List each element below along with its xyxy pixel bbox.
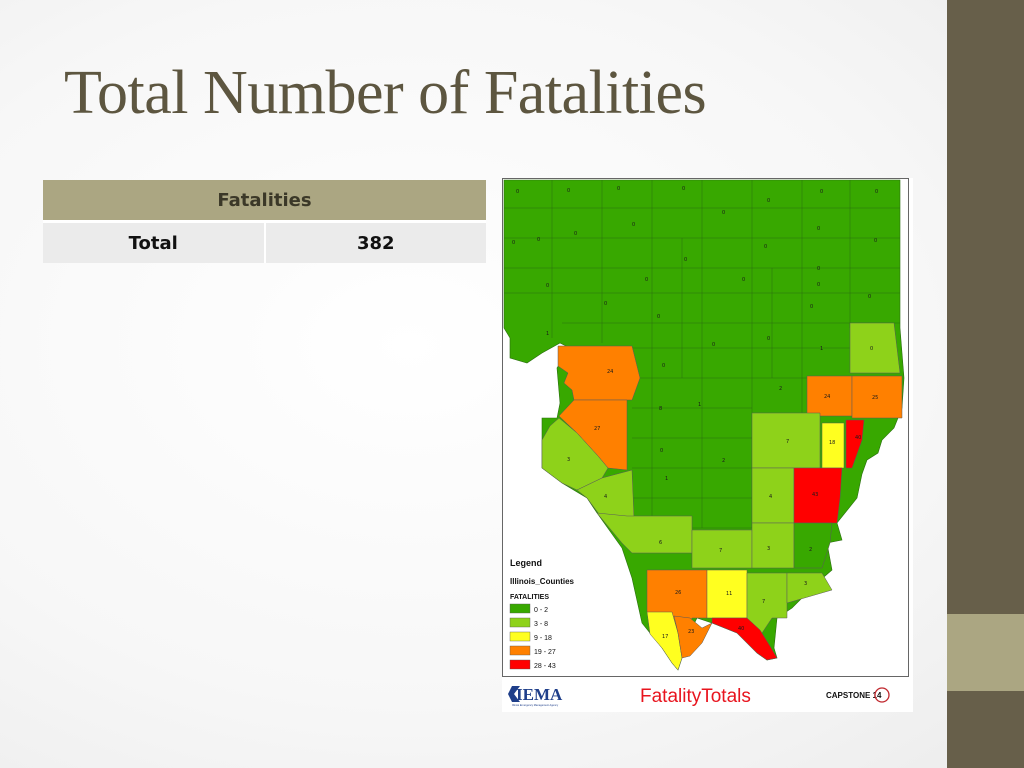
county-label: 0: [712, 342, 715, 348]
iema-logo-subtitle: Illinois Emergency Management Agency: [512, 703, 559, 707]
county-label: 24: [824, 394, 830, 400]
total-value: 382: [264, 221, 486, 263]
map-svg: 0 0 0 0 0 0 0 0 0 0 0 0 0 0 0 0 0 0 0 0 …: [502, 178, 913, 712]
county-label: 1: [698, 402, 701, 408]
county-label: 0: [567, 188, 570, 194]
county-label: 1: [546, 331, 549, 337]
county-label: 11: [726, 591, 732, 597]
county-label: 0: [767, 336, 770, 342]
county-label: 43: [812, 492, 818, 498]
county-label: 0: [682, 186, 685, 192]
county-label: 0: [817, 226, 820, 232]
county-label: 0: [546, 283, 549, 289]
county-label: 3: [767, 546, 770, 552]
fatality-map: 0 0 0 0 0 0 0 0 0 0 0 0 0 0 0 0 0 0 0 0 …: [502, 178, 913, 712]
county-label: 25: [872, 395, 878, 401]
county-label: 0: [512, 240, 515, 246]
county-label: 0: [662, 363, 665, 369]
county-label: 0: [657, 314, 660, 320]
total-label: Total: [43, 221, 266, 263]
legend-swatch: [509, 617, 531, 628]
county-label: 0: [810, 304, 813, 310]
county-label: 0: [767, 198, 770, 204]
map-legend: Legend Illinois_Counties FATALITIES 0 - …: [509, 558, 575, 670]
county-label: 0: [868, 294, 871, 300]
legend-swatch: [509, 659, 531, 670]
county-label: 0: [870, 346, 873, 352]
county-label: 18: [829, 440, 835, 446]
table-row: Total 382: [43, 221, 486, 263]
county-label: 23: [688, 629, 694, 635]
county-label: 0: [820, 189, 823, 195]
county-label: 4: [769, 494, 772, 500]
county-label: 27: [594, 426, 600, 432]
county-label: 2: [809, 547, 812, 553]
county-label: 0: [516, 189, 519, 195]
county-label: 40: [738, 626, 744, 632]
side-bar-accent: [947, 614, 1024, 691]
county-label: 0: [817, 266, 820, 272]
county-label: 0: [764, 244, 767, 250]
county-label: 0: [574, 231, 577, 237]
county-label: 3: [804, 581, 807, 587]
legend-label: 3 - 8: [534, 621, 548, 628]
county-label: 0: [604, 301, 607, 307]
fatality-totals-heading: FatalityTotals: [640, 686, 751, 707]
legend-label: 9 - 18: [534, 635, 552, 642]
county-label: 0: [645, 277, 648, 283]
capstone-seal-icon: [874, 687, 890, 703]
map-footer: IEMA Illinois Emergency Management Agenc…: [502, 678, 913, 712]
county-label: 0: [617, 186, 620, 192]
iema-logo: IEMA Illinois Emergency Management Agenc…: [508, 685, 563, 707]
legend-swatch: [509, 603, 531, 614]
fatalities-table: Fatalities Total 382: [43, 180, 486, 263]
slide-title: Total Number of Fatalities: [64, 59, 707, 127]
legend-field: FATALITIES: [510, 594, 549, 601]
county-label: 7: [786, 439, 789, 445]
county-boundaries: [504, 180, 900, 529]
county-label: 7: [719, 548, 722, 554]
county-label: 17: [662, 634, 668, 640]
county-label: 24: [607, 369, 613, 375]
legend-label: 0 - 2: [534, 607, 548, 614]
county-label: 0: [632, 222, 635, 228]
county-label: 1: [820, 346, 823, 352]
county-label: 1: [665, 476, 668, 482]
county-label: 0: [722, 210, 725, 216]
table-header: Fatalities: [43, 180, 486, 223]
county-label: 8: [659, 406, 662, 412]
colored-counties: [541, 322, 903, 671]
county-label: 0: [742, 277, 745, 283]
legend-title: Legend: [510, 558, 542, 568]
county-label: 0: [660, 448, 663, 454]
county-label: 26: [675, 590, 681, 596]
county-label: 0: [817, 282, 820, 288]
county-label: 0: [537, 237, 540, 243]
legend-swatch: [509, 631, 531, 642]
capstone-logo-text: CAPSTONE 14: [826, 691, 882, 700]
iema-logo-text: IEMA: [516, 685, 563, 704]
county-label: 7: [762, 599, 765, 605]
county-label: 0: [875, 189, 878, 195]
legend-layer: Illinois_Counties: [510, 577, 575, 586]
legend-label: 19 - 27: [534, 649, 556, 656]
legend-label: 28 - 43: [534, 663, 556, 670]
county-label: 2: [722, 458, 725, 464]
legend-swatch: [509, 645, 531, 656]
county-label: 6: [659, 540, 662, 546]
county-label: 4: [604, 494, 607, 500]
county-label: 0: [874, 238, 877, 244]
capstone-logo: CAPSTONE 14: [826, 687, 890, 703]
county-labels: 0 0 0 0 0 0 0 0 0 0 0 0 0 0 0 0 0 0 0 0 …: [512, 186, 878, 640]
county-label: 40: [855, 435, 861, 441]
county-label: 2: [779, 386, 782, 392]
county-label: 3: [567, 457, 570, 463]
county-label: 0: [684, 257, 687, 263]
